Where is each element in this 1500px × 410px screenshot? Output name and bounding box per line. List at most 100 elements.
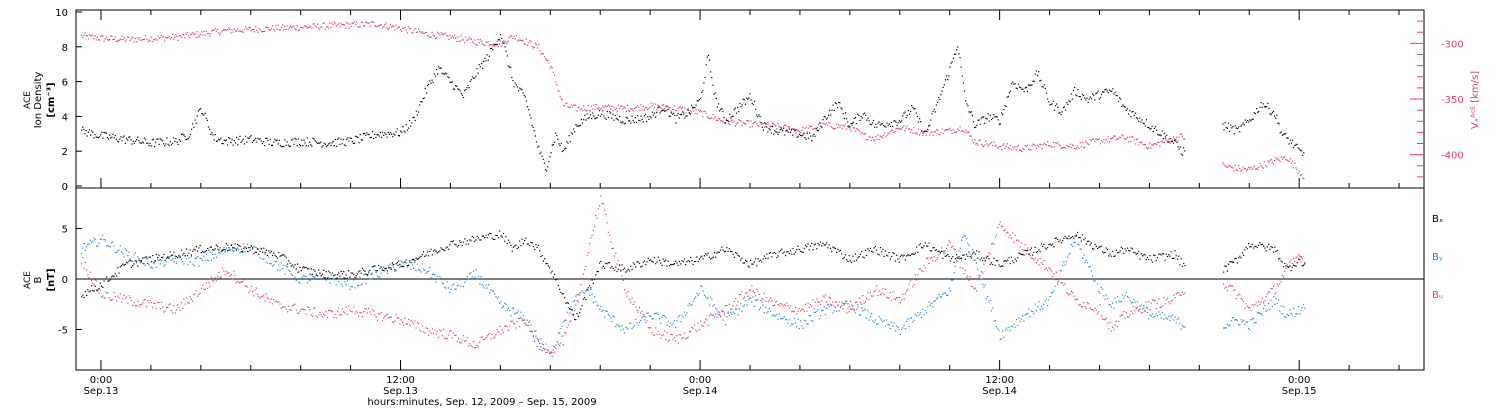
data-point — [867, 139, 869, 141]
data-point — [1022, 88, 1024, 90]
data-point — [387, 28, 389, 30]
data-point — [1259, 304, 1261, 306]
data-point — [567, 306, 569, 309]
data-point — [85, 295, 88, 297]
data-point — [310, 144, 312, 146]
data-point — [879, 247, 882, 249]
data-point — [356, 285, 359, 287]
data-point — [335, 25, 338, 27]
data-point — [908, 113, 911, 115]
data-point — [801, 325, 803, 327]
data-point — [325, 311, 327, 313]
data-point — [796, 136, 798, 139]
data-point — [529, 114, 531, 116]
data-point — [1040, 262, 1043, 264]
data-point — [962, 236, 964, 239]
data-point — [460, 241, 462, 243]
data-point — [773, 251, 775, 253]
data-point — [1073, 241, 1075, 243]
data-point — [729, 124, 731, 126]
data-point — [119, 293, 121, 295]
data-point — [92, 240, 94, 242]
data-point — [544, 168, 547, 171]
data-point — [672, 108, 675, 111]
data-point — [693, 110, 695, 112]
data-point — [861, 307, 863, 309]
data-point — [718, 311, 720, 313]
data-point — [175, 34, 177, 36]
data-point — [886, 134, 888, 136]
data-point — [83, 242, 85, 245]
data-point — [897, 326, 899, 328]
data-point — [383, 269, 385, 272]
data-point — [120, 265, 123, 267]
data-point — [814, 311, 817, 313]
data-point — [1242, 122, 1244, 124]
data-point — [1301, 258, 1303, 260]
data-point — [600, 305, 602, 308]
data-point — [1169, 320, 1171, 322]
data-point — [756, 114, 758, 116]
data-point — [1034, 303, 1036, 305]
data-point — [162, 257, 164, 259]
data-point — [972, 286, 974, 288]
data-point — [236, 30, 238, 32]
data-point — [958, 256, 960, 258]
data-point — [923, 131, 925, 133]
data-point — [551, 67, 553, 69]
data-point — [1013, 323, 1015, 325]
data-point — [1183, 326, 1185, 328]
data-point — [475, 44, 477, 46]
data-point — [587, 287, 589, 289]
data-point — [889, 327, 891, 330]
data-point — [1008, 91, 1011, 94]
data-point — [204, 34, 206, 36]
data-point — [1015, 239, 1018, 242]
data-point — [334, 279, 336, 281]
data-point — [311, 276, 314, 278]
data-point — [877, 294, 879, 297]
data-point — [633, 263, 636, 265]
data-point — [234, 142, 237, 144]
data-point — [1042, 263, 1044, 265]
data-point — [1080, 98, 1082, 100]
data-point — [768, 299, 770, 301]
data-point — [549, 352, 551, 354]
data-point — [1042, 307, 1044, 310]
data-point — [745, 259, 747, 262]
data-point — [781, 248, 783, 250]
data-point — [779, 302, 782, 305]
data-point — [1025, 250, 1028, 252]
data-point — [187, 137, 189, 140]
data-point — [443, 33, 446, 35]
data-point — [326, 277, 329, 279]
data-point — [939, 134, 941, 136]
data-point — [406, 265, 408, 267]
data-point — [1116, 95, 1118, 97]
data-point — [1235, 319, 1237, 321]
data-point — [907, 128, 909, 130]
data-point — [240, 250, 242, 253]
data-point — [291, 264, 294, 266]
data-point — [189, 296, 191, 298]
data-point — [364, 25, 366, 27]
data-point — [1135, 117, 1138, 119]
data-point — [1177, 146, 1179, 148]
data-point — [265, 26, 267, 28]
data-point — [243, 143, 246, 145]
data-point — [298, 312, 300, 314]
data-point — [396, 264, 398, 266]
data-point — [832, 246, 834, 248]
data-point — [424, 87, 426, 89]
data-point — [389, 267, 391, 269]
data-point — [628, 109, 630, 112]
data-point — [1291, 262, 1293, 265]
data-point — [373, 310, 375, 312]
data-point — [834, 301, 837, 303]
data-point — [1263, 161, 1266, 163]
data-point — [347, 22, 349, 25]
data-point — [1028, 252, 1030, 255]
data-point — [303, 309, 305, 311]
data-point — [1233, 133, 1235, 135]
data-point — [273, 264, 275, 266]
